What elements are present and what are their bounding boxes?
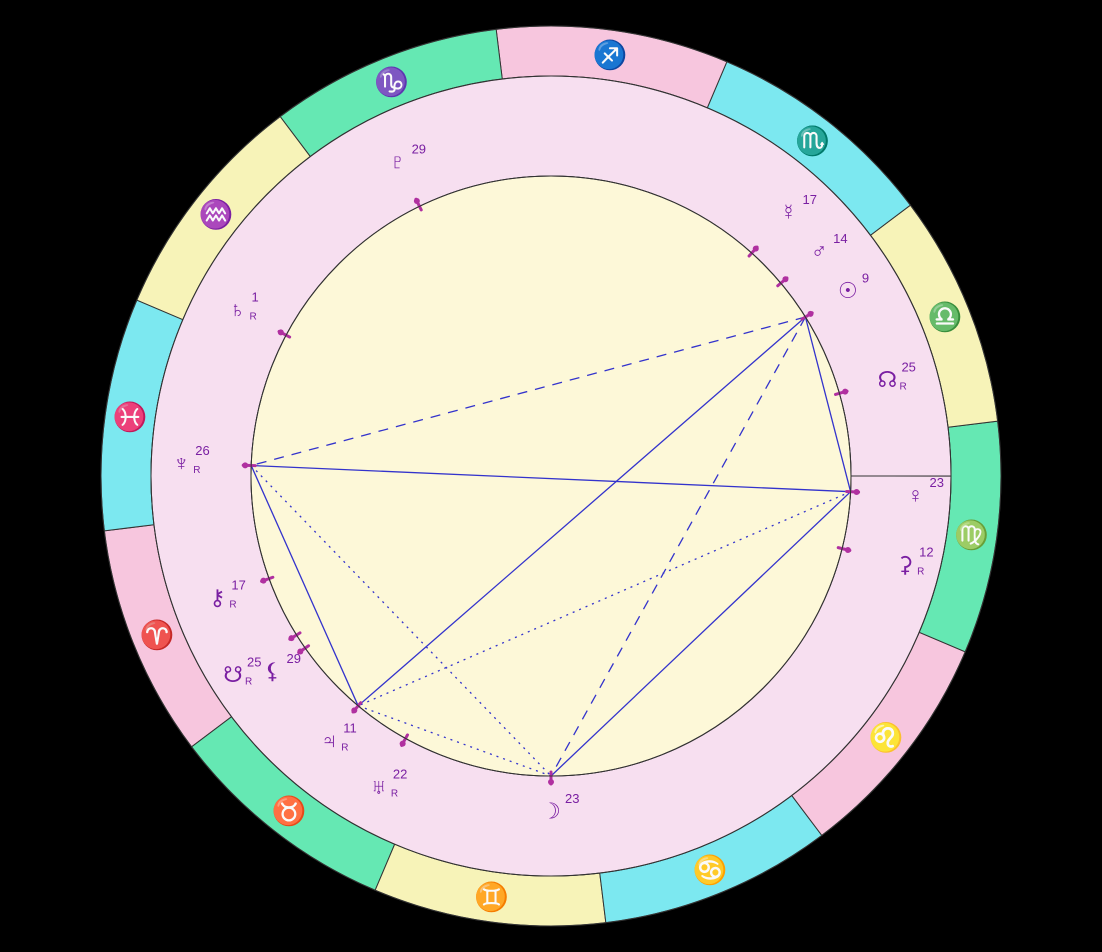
planet-degree-lilith: 29: [286, 651, 300, 666]
zodiac-glyph-gemini: ♊: [474, 880, 509, 913]
planet-dot-saturn: [278, 329, 284, 335]
planet-dot-north-node: [842, 389, 848, 395]
planet-glyph-chiron: ⚷: [209, 585, 225, 610]
zodiac-glyph-libra: ♎: [928, 300, 963, 333]
planet-glyph-pluto: ♇: [389, 149, 406, 174]
natal-chart: ♈♉♊♋♌♍♎♏♐♑♒♓☉9♂14☿17☊25R♀23⚳12R♇29♄1R♆26…: [0, 0, 1102, 952]
planet-retro-chiron: R: [229, 599, 236, 610]
planet-degree-ceres: 12: [919, 544, 933, 559]
zodiac-glyph-capricorn: ♑: [374, 65, 409, 98]
zodiac-glyph-leo: ♌: [868, 721, 903, 754]
planet-dot-uranus: [400, 741, 406, 747]
zodiac-glyph-aquarius: ♒: [199, 198, 234, 231]
planet-retro-ceres: R: [917, 566, 924, 577]
zodiac-glyph-cancer: ♋: [693, 854, 728, 887]
planet-degree-chiron: 17: [231, 577, 245, 592]
planet-dot-chiron: [260, 578, 266, 584]
planet-degree-saturn: 1: [252, 289, 259, 304]
planet-retro-south-node: R: [245, 677, 252, 688]
planet-dot-pluto: [414, 198, 420, 204]
planet-degree-pluto: 29: [412, 141, 426, 156]
zodiac-glyph-pisces: ♓: [113, 400, 148, 433]
planet-dot-south-node: [288, 635, 294, 641]
planet-glyph-jupiter: ♃: [321, 728, 338, 753]
zodiac-glyph-virgo: ♍: [954, 519, 989, 552]
inner-disc: [251, 176, 851, 776]
planet-glyph-mars: ♂: [811, 239, 828, 264]
planet-degree-sun: 9: [862, 271, 869, 286]
planet-degree-south-node: 25: [247, 655, 261, 670]
planet-retro-north-node: R: [899, 382, 906, 393]
planet-glyph-venus: ♀: [907, 483, 924, 508]
planet-degree-mars: 14: [833, 231, 847, 246]
planet-degree-jupiter: 11: [343, 720, 357, 735]
planet-dot-jupiter: [351, 707, 357, 713]
planet-glyph-neptune: ♆: [173, 451, 190, 476]
planet-retro-jupiter: R: [341, 742, 348, 753]
zodiac-glyph-aries: ♈: [140, 619, 175, 652]
planet-degree-neptune: 26: [195, 443, 209, 458]
planet-degree-mercury: 17: [803, 192, 817, 207]
planet-degree-north-node: 25: [901, 360, 915, 375]
planet-glyph-lilith: ⚸: [264, 659, 280, 684]
planet-dot-sun: [808, 311, 814, 317]
planet-dot-mercury: [753, 246, 759, 252]
planet-degree-uranus: 22: [393, 766, 407, 781]
planet-dot-neptune: [242, 462, 248, 468]
planet-retro-uranus: R: [391, 788, 398, 799]
planet-dot-mars: [782, 276, 788, 282]
planet-retro-saturn: R: [250, 311, 257, 322]
planet-glyph-mercury: ☿: [780, 200, 797, 225]
zodiac-glyph-sagittarius: ♐: [593, 39, 628, 72]
planet-degree-venus: 23: [929, 475, 943, 490]
planet-glyph-moon: ☽: [541, 799, 561, 824]
planet-dot-ceres: [845, 547, 851, 553]
zodiac-glyph-taurus: ♉: [272, 794, 307, 827]
chart-svg: ♈♉♊♋♌♍♎♏♐♑♒♓☉9♂14☿17☊25R♀23⚳12R♇29♄1R♆26…: [0, 0, 1102, 952]
planet-glyph-south-node: ☋: [223, 662, 243, 687]
zodiac-glyph-scorpio: ♏: [795, 125, 830, 158]
planet-glyph-uranus: ♅: [371, 774, 388, 799]
planet-dot-moon: [548, 779, 554, 785]
planet-retro-neptune: R: [193, 465, 200, 476]
planet-glyph-sun: ☉: [838, 278, 858, 303]
planet-dot-venus: [854, 489, 860, 495]
planet-degree-moon: 23: [565, 791, 579, 806]
planet-glyph-ceres: ⚳: [897, 552, 913, 577]
planet-glyph-north-node: ☊: [878, 367, 898, 392]
planet-glyph-saturn: ♄: [229, 297, 246, 322]
